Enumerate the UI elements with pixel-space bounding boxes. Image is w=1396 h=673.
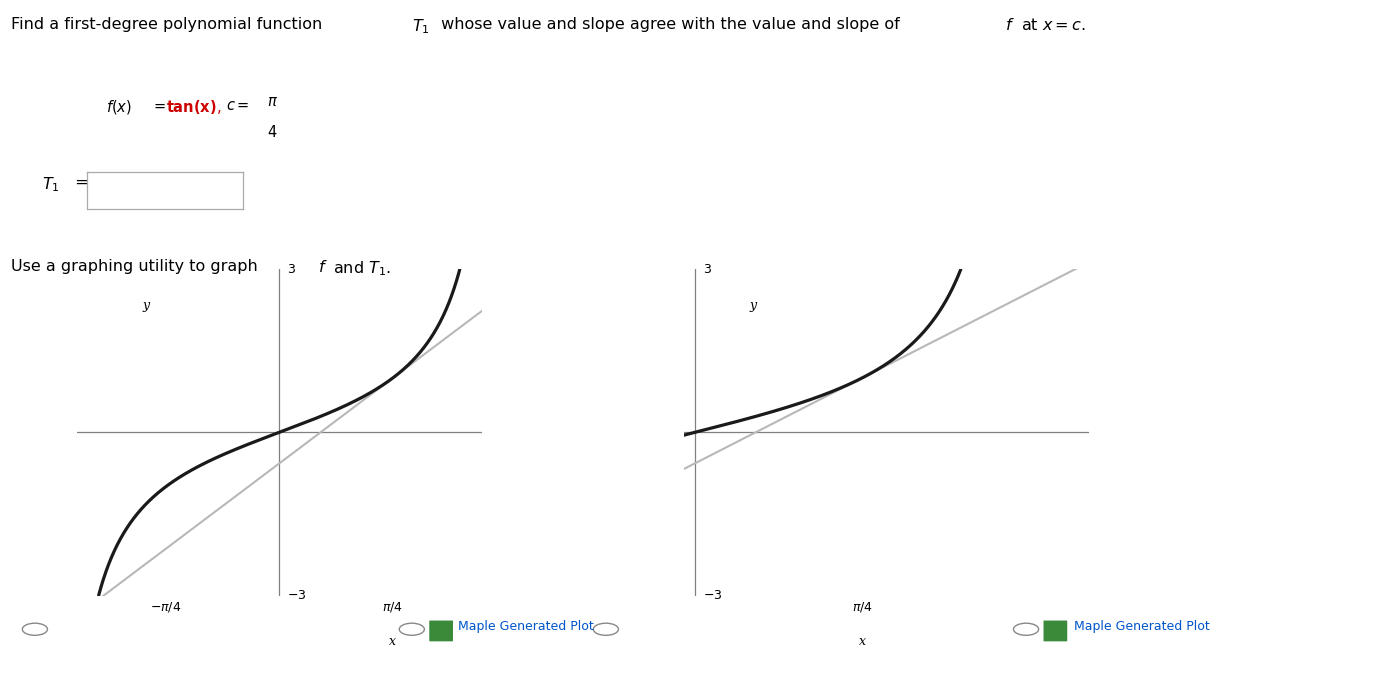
Text: x: x	[389, 635, 396, 648]
Text: x: x	[859, 635, 866, 648]
Text: $\mathbf{tan(x)},$: $\mathbf{tan(x)},$	[166, 98, 222, 116]
Text: $T_1$: $T_1$	[42, 175, 60, 194]
Text: at $x = c.$: at $x = c.$	[1016, 17, 1086, 33]
Text: y: y	[142, 299, 149, 312]
Text: and $T_1$.: and $T_1$.	[328, 259, 391, 278]
FancyBboxPatch shape	[1043, 620, 1068, 642]
FancyBboxPatch shape	[429, 620, 454, 642]
Text: $\pi$: $\pi$	[267, 94, 278, 109]
Text: $f$: $f$	[318, 259, 328, 275]
Text: $f$: $f$	[1005, 17, 1015, 33]
Text: $f(x)$: $f(x)$	[106, 98, 133, 116]
Text: $T_1$: $T_1$	[412, 17, 430, 36]
Text: $= $: $= $	[151, 98, 166, 112]
Text: $3$: $3$	[702, 262, 712, 276]
Text: =: =	[70, 175, 88, 190]
Text: y: y	[750, 299, 757, 312]
Text: $c = $: $c = $	[226, 98, 250, 112]
Text: 4: 4	[268, 125, 276, 139]
Text: Maple Generated Plot: Maple Generated Plot	[458, 620, 593, 633]
Text: Find a first-degree polynomial function: Find a first-degree polynomial function	[11, 17, 328, 32]
Text: Use a graphing utility to graph: Use a graphing utility to graph	[11, 259, 262, 274]
Text: $-3$: $-3$	[288, 589, 307, 602]
Text: whose value and slope agree with the value and slope of: whose value and slope agree with the val…	[436, 17, 905, 32]
Text: $3$: $3$	[288, 262, 296, 276]
Text: $-3$: $-3$	[702, 589, 722, 602]
Text: Maple Generated Plot: Maple Generated Plot	[1074, 620, 1209, 633]
